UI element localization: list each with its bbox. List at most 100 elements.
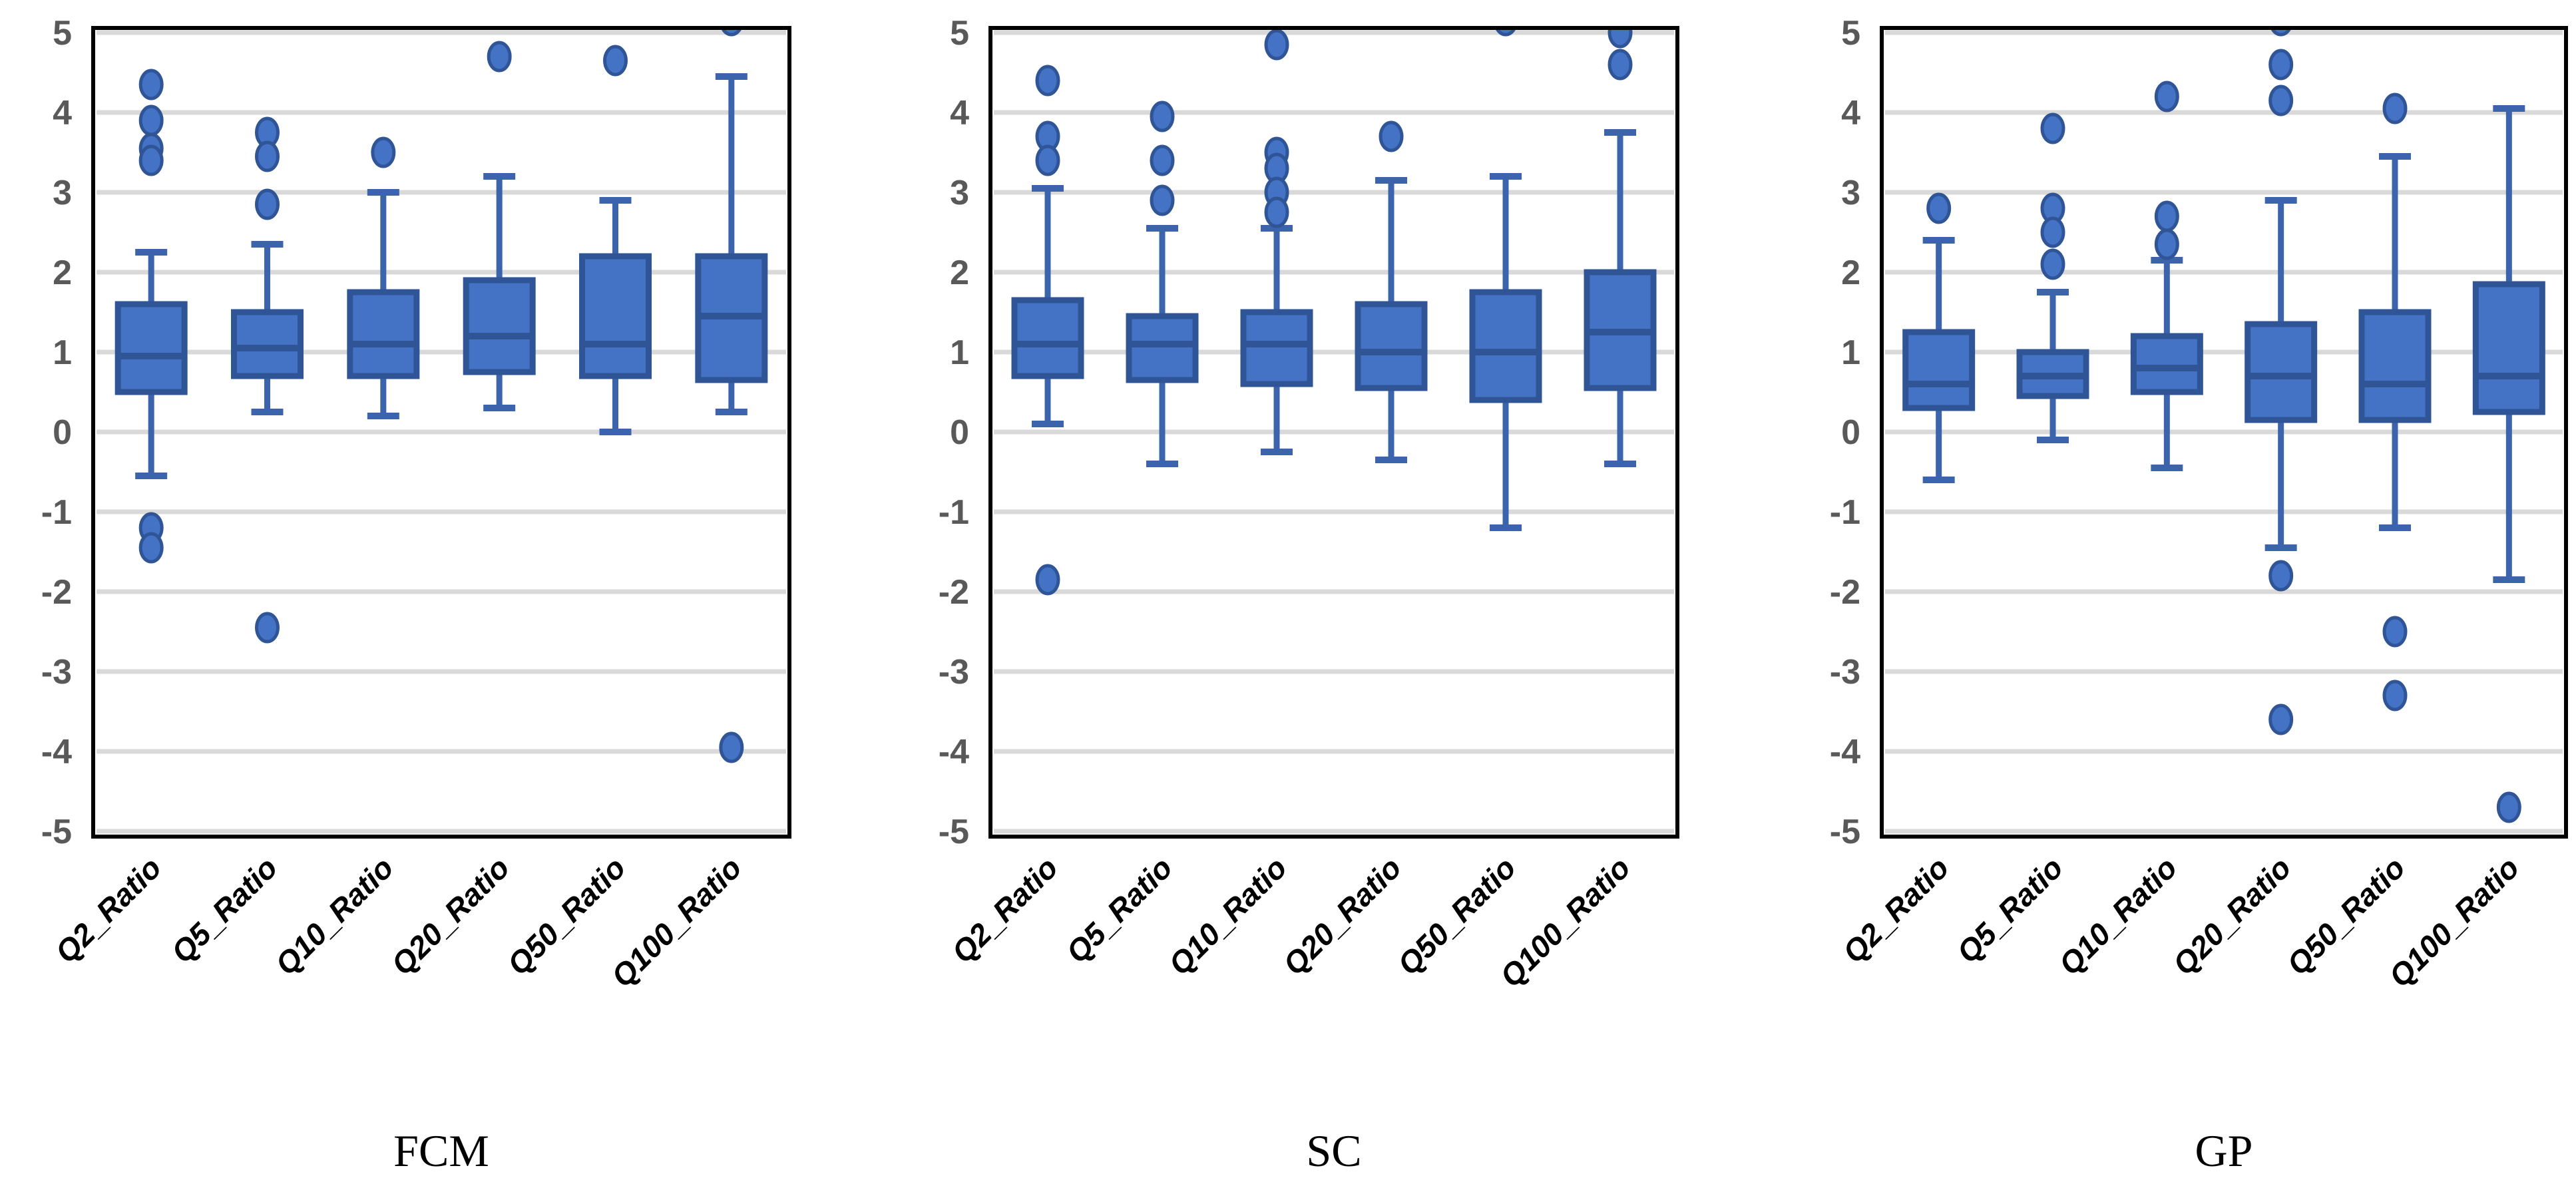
- x-category-label: Q10_Ratio: [1162, 850, 1293, 982]
- y-tick-label: 2: [53, 254, 72, 292]
- outlier-dot: [255, 188, 280, 220]
- y-tick-label: -4: [939, 733, 969, 771]
- panel-fcm: 5 4 3 2 1 0 -1 -2 -3 -4 -5 Q2_Ratio Q5_Ratio Q10_Rati…: [0, 0, 859, 1192]
- iqr-box: [231, 309, 304, 379]
- y-tick-label: -4: [1830, 733, 1860, 771]
- x-category-label: Q20_Ratio: [385, 850, 517, 982]
- outlier-dot: [2268, 85, 2294, 116]
- outlier-dot: [138, 69, 164, 100]
- y-tick-label: -5: [1830, 813, 1860, 851]
- box-group-q20_ratio: [2245, 28, 2318, 735]
- iqr-box: [1126, 313, 1199, 383]
- y-tick-label: -3: [939, 653, 969, 692]
- outlier-dot: [720, 28, 743, 37]
- box-group-q20_ratio: [463, 41, 536, 411]
- y-tick-label: 3: [950, 174, 969, 212]
- x-category-label: Q10_Ratio: [268, 850, 400, 982]
- y-tick-label: -5: [939, 813, 969, 851]
- outlier-dot: [1035, 564, 1060, 596]
- outlier-dot: [138, 144, 164, 176]
- outlier-dot: [719, 731, 744, 763]
- y-tick-label: 5: [950, 14, 969, 53]
- box-group-q5_ratio: [2016, 112, 2089, 443]
- boxplot-chart-fcm: 5 4 3 2 1 0 -1 -2 -3 -4 -5Q2_RatioQ5_RatioQ10_Rati…: [41, 14, 791, 1176]
- outlier-dot: [2382, 680, 2408, 711]
- outlier-dot: [1608, 49, 1633, 81]
- box-group-q50_ratio: [2358, 93, 2432, 711]
- box-group-q10_ratio: [2130, 81, 2203, 471]
- iqr-box: [114, 301, 188, 395]
- iqr-box: [463, 277, 536, 375]
- y-tick-label: 4: [950, 94, 969, 132]
- outlier-dot: [2040, 248, 2065, 280]
- y-tick-label: -1: [1830, 493, 1860, 532]
- outlier-dot: [1264, 196, 1289, 228]
- y-tick-label: -1: [939, 493, 969, 532]
- y-tick-label: -3: [1830, 653, 1860, 692]
- y-tick-label: 2: [950, 254, 969, 292]
- y-tick-label: -1: [41, 493, 72, 532]
- box-group-q2_ratio: [1902, 192, 1976, 483]
- iqr-box: [1011, 297, 1084, 379]
- y-tick-label: -2: [41, 573, 72, 612]
- iqr-box: [2358, 309, 2432, 423]
- outlier-dot: [2040, 216, 2065, 248]
- plot-border: [1880, 26, 2568, 839]
- series-group: [1011, 28, 1657, 596]
- plot-border: [91, 26, 791, 839]
- x-category-label: Q5_Ratio: [1950, 850, 2069, 970]
- series-group: [114, 28, 768, 763]
- y-tick-label: -2: [1830, 573, 1860, 612]
- x-category-label: Q10_Ratio: [2052, 850, 2184, 982]
- iqr-box: [1469, 289, 1542, 403]
- outlier-dot: [255, 140, 280, 172]
- panel-title: SC: [1306, 1125, 1361, 1176]
- outlier-dot: [1150, 144, 1175, 176]
- outlier-dot: [138, 532, 164, 564]
- y-tick-label: 3: [1841, 174, 1860, 212]
- y-tick-label: -5: [41, 813, 72, 851]
- boxplot-chart-sc: 5 4 3 2 1 0 -1 -2 -3 -4 -5Q2_RatioQ5_RatioQ10_Rati…: [939, 14, 1679, 1176]
- outlier-dot: [1035, 65, 1060, 97]
- x-category-label: Q2_Ratio: [945, 850, 1064, 970]
- series-group: [1902, 28, 2545, 823]
- box-group-q50_ratio: [579, 45, 652, 435]
- outlier-dot: [255, 612, 280, 644]
- iqr-box: [347, 289, 420, 379]
- x-category-label: Q20_Ratio: [2166, 850, 2298, 982]
- outlier-dot: [2040, 112, 2065, 144]
- box-group-q2_ratio: [1011, 65, 1084, 596]
- outlier-dot: [2154, 81, 2179, 112]
- y-tick-label: 2: [1841, 254, 1860, 292]
- y-tick-label: -3: [41, 653, 72, 692]
- y-tick-label: 0: [950, 413, 969, 452]
- y-tick-label: 5: [1841, 14, 1860, 53]
- box-group-q10_ratio: [1240, 29, 1313, 455]
- boxplot-chart-gp: 5 4 3 2 1 0 -1 -2 -3 -4 -5Q2_RatioQ5_RatioQ10_Rati…: [1830, 14, 2568, 1176]
- y-tick-label: 1: [950, 333, 969, 372]
- x-category-label: Q2_Ratio: [1836, 850, 1956, 970]
- iqr-box: [2245, 321, 2318, 423]
- y-tick-label: 4: [53, 94, 72, 132]
- panel-gp: 5 4 3 2 1 0 -1 -2 -3 -4 -5 Q2_Ratio Q5_Ratio Q10_Rati…: [1717, 0, 2576, 1192]
- iqr-box: [2130, 333, 2203, 395]
- outlier-dot: [1926, 192, 1952, 224]
- y-tick-label: 0: [1841, 413, 1860, 452]
- box-group-q10_ratio: [347, 136, 420, 419]
- outlier-dot: [2268, 560, 2294, 592]
- y-tick-label: 1: [1841, 333, 1860, 372]
- outlier-dot: [2268, 703, 2294, 735]
- outlier-dot: [2154, 228, 2179, 260]
- y-tick-label: 3: [53, 174, 72, 212]
- box-group-q20_ratio: [1355, 120, 1428, 463]
- x-category-label: Q2_Ratio: [49, 850, 168, 970]
- panel-title: FCM: [393, 1125, 489, 1176]
- iqr-box: [2472, 281, 2545, 415]
- iqr-box: [1902, 329, 1976, 411]
- outlier-dot: [1494, 28, 1517, 37]
- iqr-box: [579, 253, 652, 379]
- x-category-label: Q5_Ratio: [164, 850, 284, 970]
- outlier-dot: [603, 45, 628, 77]
- y-tick-label: -4: [41, 733, 72, 771]
